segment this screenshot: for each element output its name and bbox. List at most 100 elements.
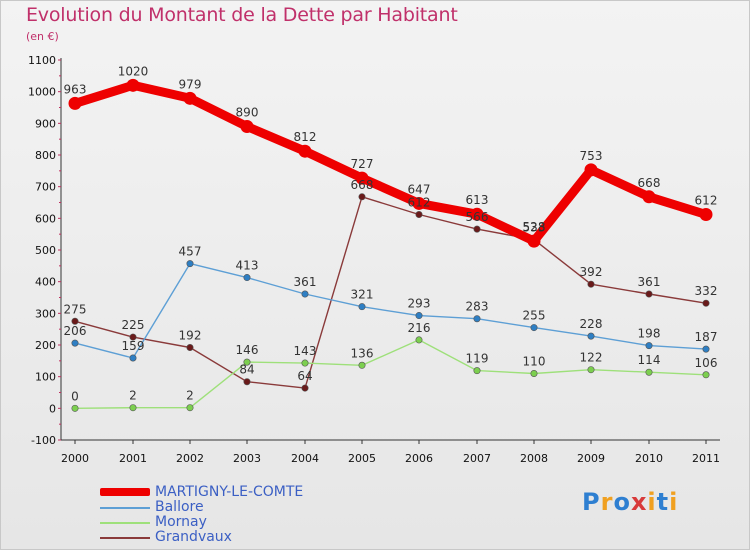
data-label-3-6: 612 [408,196,431,210]
data-label-1-4: 361 [294,275,317,289]
logo-letter: x [630,488,648,516]
y-tick-label: 900 [35,117,56,130]
x-tick-label: 2002 [176,452,204,465]
data-label-0-8: 528 [523,220,546,234]
data-point-3-10 [645,290,653,298]
data-point-2-9 [587,366,595,374]
data-point-2-4 [301,359,309,367]
data-point-3-9 [587,280,595,288]
data-point-0-1 [126,78,140,92]
logo-letter: o [613,488,631,516]
y-tick-label: 600 [35,212,56,225]
legend-label-martigny: MARTIGNY-LE-COMTE [155,484,304,500]
data-label-1-9: 228 [580,317,603,331]
legend-swatch-grandvaux [100,537,150,539]
data-label-0-4: 812 [294,130,317,144]
data-label-3-8: 533 [523,221,546,235]
data-label-2-11: 106 [695,356,718,370]
legend-label-grandvaux: Grandvaux [155,529,232,545]
data-point-2-7 [473,367,481,375]
data-point-3-1 [129,333,137,341]
y-tick-label: -100 [31,434,56,447]
data-point-1-2 [186,260,194,268]
x-tick-label: 2009 [577,452,605,465]
logo-letter: i [669,488,679,516]
data-point-0-3 [240,120,254,133]
y-tick-label: 300 [35,307,56,320]
data-label-1-6: 293 [408,297,431,311]
series-line-3 [74,196,707,389]
data-label-0-3: 890 [236,106,259,120]
data-point-2-8 [530,369,538,377]
x-tick-label: 2004 [291,452,319,465]
logo-letter: r [600,488,614,516]
data-point-1-0 [71,339,79,347]
data-point-1-5 [358,303,366,311]
y-tick-label: 700 [35,181,56,194]
x-tick-label: 2007 [463,452,491,465]
data-point-1-3 [243,274,251,282]
legend-label-mornay: Mornay [155,514,207,530]
data-point-0-6 [412,196,426,210]
data-label-1-0: 206 [64,324,87,338]
chart-subtitle: (en €) [26,30,59,43]
data-point-0-4 [298,144,312,158]
data-point-1-7 [473,315,481,323]
logo-letter: t [656,488,670,516]
data-label-0-2: 979 [179,77,202,91]
data-point-3-3 [243,378,251,386]
data-label-1-7: 283 [466,300,489,314]
data-label-2-9: 122 [580,351,603,365]
data-label-2-4: 143 [294,344,317,358]
series-line-1 [74,262,707,359]
data-point-2-10 [645,368,653,376]
legend-swatch-mornay [100,522,150,524]
data-point-1-10 [645,342,653,350]
data-point-3-2 [186,344,194,352]
data-label-0-7: 613 [466,193,489,207]
data-point-1-4 [301,290,309,298]
data-point-2-0 [71,404,79,412]
data-label-0-1: 1020 [118,64,149,78]
chart-title: Evolution du Montant de la Dette par Hab… [26,4,458,26]
data-label-3-11: 332 [695,284,718,298]
data-point-0-10 [642,190,656,204]
data-point-1-11 [702,345,710,353]
data-point-3-0 [71,317,79,325]
x-tick-label: 2000 [61,452,89,465]
data-label-3-7: 566 [466,210,489,224]
x-tick-label: 2003 [233,452,261,465]
data-label-0-5: 727 [351,157,374,171]
y-tick-label: 800 [35,149,56,162]
y-tick-label: 500 [35,244,56,257]
y-tick-label: 1100 [28,54,56,67]
data-point-2-2 [186,404,194,412]
data-label-3-2: 192 [179,329,202,343]
data-label-0-9: 753 [580,149,603,163]
series-line-2 [74,339,707,409]
logo-letter: i [647,488,657,516]
data-point-3-7 [473,225,481,233]
data-label-2-5: 136 [351,346,374,360]
data-label-1-11: 187 [695,330,718,344]
data-point-2-11 [702,371,710,379]
data-labels: 275 225 192 84 64 668 612 566 533 392 361 332 206 159… [64,64,718,403]
data-point-0-11 [699,208,713,222]
data-point-3-5 [358,193,366,201]
data-point-3-11 [702,299,710,307]
logo-letter: P [582,488,601,516]
data-point-0-9 [584,163,598,177]
data-label-3-0: 275 [64,302,87,316]
data-label-0-6: 647 [408,182,431,196]
data-point-0-7 [470,207,484,221]
data-label-2-6: 216 [408,321,431,335]
data-point-2-1 [129,404,137,412]
series-line-0 [70,80,711,246]
data-label-3-3: 84 [239,363,254,377]
data-point-3-4 [301,384,309,392]
data-point-0-0 [68,96,82,110]
data-label-2-10: 114 [638,353,661,367]
data-point-1-9 [587,332,595,340]
data-label-2-0: 0 [71,389,79,403]
